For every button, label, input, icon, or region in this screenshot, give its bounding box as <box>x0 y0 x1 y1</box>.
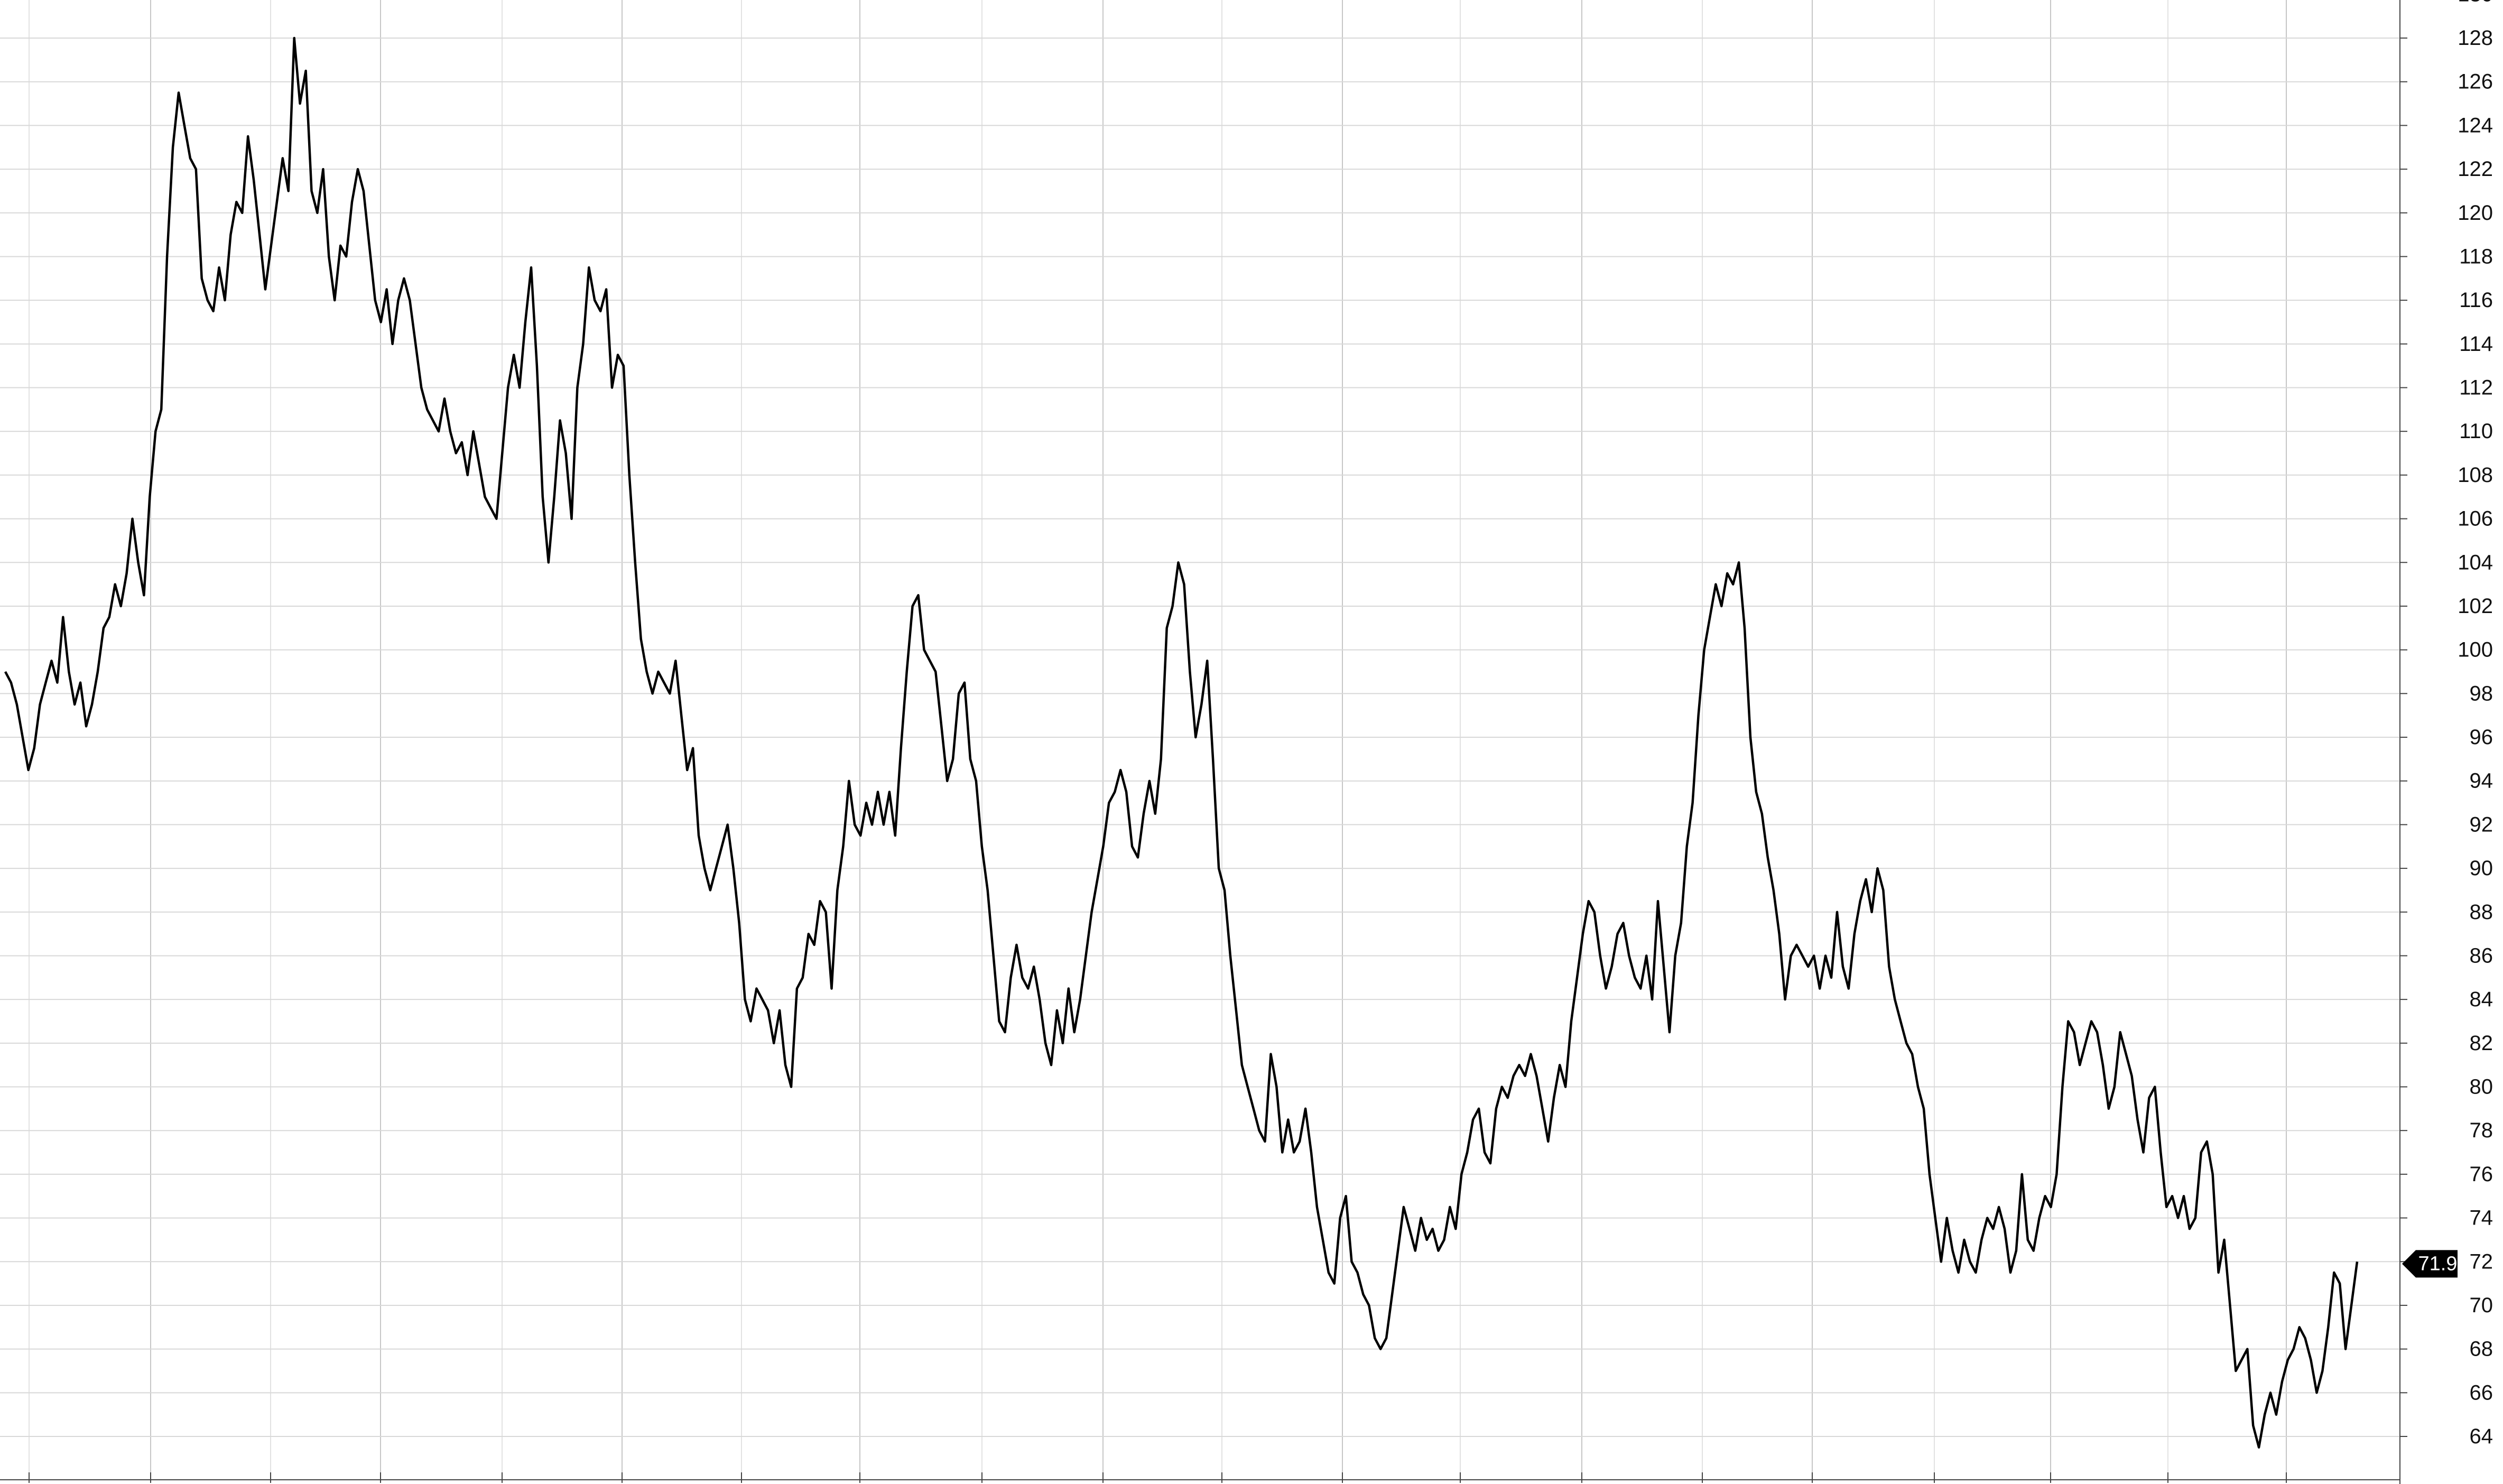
y-tick-label: 80 <box>2470 1075 2493 1099</box>
vertical-gridlines <box>29 0 2287 1480</box>
y-tick-label: 120 <box>2458 201 2493 225</box>
y-tick-label: 96 <box>2470 726 2493 749</box>
y-tick-label: 100 <box>2458 638 2493 662</box>
y-tick-label: 88 <box>2470 901 2493 924</box>
horizontal-gridlines <box>0 38 2400 1437</box>
last-value-label: 71.9 <box>2418 1253 2458 1275</box>
y-tick-label: 118 <box>2459 245 2493 268</box>
y-axis: 64 66 68 70 72 74 76 78 80 82 84 86 88 90 92 94 96 98 100 1… <box>2400 0 2493 1448</box>
last-value-tag-background <box>2402 1250 2458 1278</box>
y-tick-label: 98 <box>2470 682 2493 705</box>
y-tick-label: 106 <box>2458 507 2493 531</box>
y-tick-label: 108 <box>2458 463 2493 487</box>
y-tick-label: 102 <box>2458 595 2493 618</box>
y-tick-label: 64 <box>2470 1425 2493 1448</box>
y-tick-label: 110 <box>2459 420 2493 443</box>
y-tick-label: 76 <box>2470 1163 2493 1186</box>
y-tick-label: 130 <box>2458 0 2493 6</box>
y-tick-label: 128 <box>2458 26 2493 50</box>
y-tick-label: 122 <box>2458 157 2493 181</box>
y-tick-label: 82 <box>2470 1032 2493 1055</box>
price-series-line <box>4 36 2359 1449</box>
y-tick-label: 86 <box>2470 944 2493 967</box>
y-tick-label: 94 <box>2470 769 2493 793</box>
y-tick-label: 90 <box>2470 857 2493 880</box>
y-tick-label: 74 <box>2470 1207 2493 1230</box>
y-tick-label: 112 <box>2459 376 2493 400</box>
y-tick-label: 116 <box>2459 289 2493 312</box>
y-tick-label: 124 <box>2458 114 2493 137</box>
y-tick-label: 104 <box>2458 551 2493 574</box>
x-axis-ticks <box>29 1472 2287 1483</box>
y-tick-label: 84 <box>2470 988 2493 1011</box>
y-tick-label: 66 <box>2470 1381 2493 1404</box>
y-tick-label: 68 <box>2470 1338 2493 1361</box>
y-tick-label: 126 <box>2458 70 2493 94</box>
y-tick-label: 70 <box>2470 1294 2493 1317</box>
y-tick-label: 78 <box>2470 1119 2493 1142</box>
y-tick-label: 92 <box>2470 813 2493 836</box>
y-tick-label: 72 <box>2470 1250 2493 1273</box>
y-tick-label: 114 <box>2459 332 2493 356</box>
last-value-tag: 71.9 <box>2402 1250 2458 1278</box>
